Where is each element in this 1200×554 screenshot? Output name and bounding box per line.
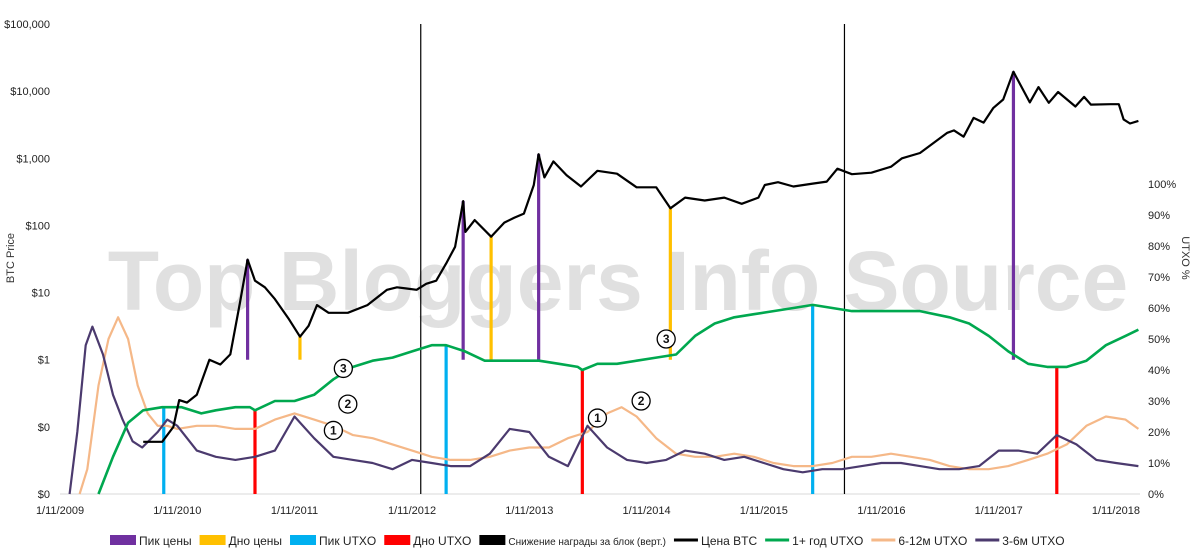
- y-right-tick-label: 20%: [1148, 427, 1170, 439]
- axis-layer: $0 $0 $1 $10 $100 $1,000 $10,000 $100,000 0% 10% 2…: [4, 19, 1176, 517]
- legend-label: 6-12м UTXO: [898, 534, 967, 548]
- x-tick-label: 1/11/2015: [740, 505, 788, 517]
- y-right-axis-title: UTXO %: [1179, 236, 1191, 280]
- annotation-circle: [631, 391, 651, 411]
- y-right-tick-label: 80%: [1148, 241, 1170, 253]
- series-line-3-6м-utxo: [68, 325, 1139, 495]
- y-right-tick-label: 40%: [1148, 365, 1170, 377]
- watermark: Top Bloggers Info Source: [108, 234, 1128, 328]
- y-left-tick-label: $100: [26, 220, 50, 232]
- y-left-tick-label: $1,000: [16, 153, 50, 165]
- legend-label: 1+ год UTXO: [792, 534, 863, 548]
- x-tick-label: 1/11/2016: [857, 505, 905, 517]
- x-tick-label: 1/11/2014: [623, 505, 671, 517]
- x-tick-label: 1/11/2010: [153, 505, 201, 517]
- annotation-circle: [587, 408, 608, 428]
- annotation-label: 3: [663, 332, 670, 346]
- series-line-6-12м-utxo: [78, 316, 1140, 495]
- y-right-tick-label: 70%: [1148, 272, 1170, 284]
- y-right-tick-label: 60%: [1148, 303, 1170, 315]
- x-tick-label: 1/11/2018: [1092, 505, 1140, 517]
- vertical-markers: [162, 24, 1059, 494]
- y-right-tick-label: 0%: [1148, 489, 1164, 501]
- y-right-tick-label: 90%: [1148, 210, 1170, 222]
- x-tick-label: 1/11/2011: [271, 505, 318, 517]
- legend-label: Пик UTXO: [319, 534, 376, 548]
- annotation-circle: [333, 358, 353, 379]
- legend-label: 3-6м UTXO: [1002, 534, 1064, 548]
- legend-swatch: [110, 535, 136, 545]
- annotation-circle: [656, 329, 676, 349]
- series-line-1-год-utxo: [97, 303, 1139, 495]
- legend: Пик цены Дно цены Пик UTXO Дно UTXO Снижение…: [110, 534, 1065, 548]
- y-left-tick-label: $10,000: [10, 86, 50, 98]
- x-tick-label: 1/11/2013: [505, 505, 553, 517]
- legend-label: Цена BTC: [701, 534, 758, 548]
- annotation-label: 2: [344, 397, 351, 411]
- annotation-circle: [338, 394, 358, 414]
- legend-label: Пик цены: [139, 534, 192, 548]
- y-right-tick-label: 50%: [1148, 334, 1170, 346]
- y-left-tick-label: $0: [38, 422, 50, 434]
- watermark-layer: Top Bloggers Info Source: [108, 234, 1128, 328]
- legend-swatch: [384, 535, 411, 545]
- annotation-circle: [323, 420, 344, 441]
- y-left-tick-label: $0: [38, 489, 50, 501]
- annotation-label: 3: [340, 361, 347, 375]
- legend-swatch: [290, 535, 317, 545]
- y-left-tick-label: $1: [38, 355, 50, 367]
- annotation-label: 2: [638, 394, 645, 408]
- x-tick-label: 1/11/2017: [975, 505, 1023, 517]
- x-tick-label: 1/11/2009: [36, 505, 84, 517]
- legend-label: Дно цены: [229, 534, 282, 548]
- legend-swatch: [479, 535, 506, 545]
- legend-label: Снижение награды за блок (верт.): [508, 536, 666, 548]
- annotation-label: 1: [594, 411, 601, 425]
- series-layer: [68, 70, 1140, 495]
- y-left-tick-label: $100,000: [4, 19, 50, 31]
- y-right-tick-label: 30%: [1148, 396, 1170, 408]
- x-tick-label: 1/11/2012: [388, 505, 436, 517]
- legend-swatch: [199, 535, 226, 545]
- y-right-tick-label: 10%: [1148, 458, 1170, 470]
- y-left-tick-label: $10: [32, 288, 50, 300]
- y-left-axis-title: BTC Price: [5, 233, 17, 283]
- annotation-label: 1: [330, 423, 337, 437]
- legend-label: Дно UTXO: [413, 534, 471, 548]
- y-right-tick-label: 100%: [1148, 179, 1176, 191]
- series-line-цена-btc: [143, 70, 1139, 443]
